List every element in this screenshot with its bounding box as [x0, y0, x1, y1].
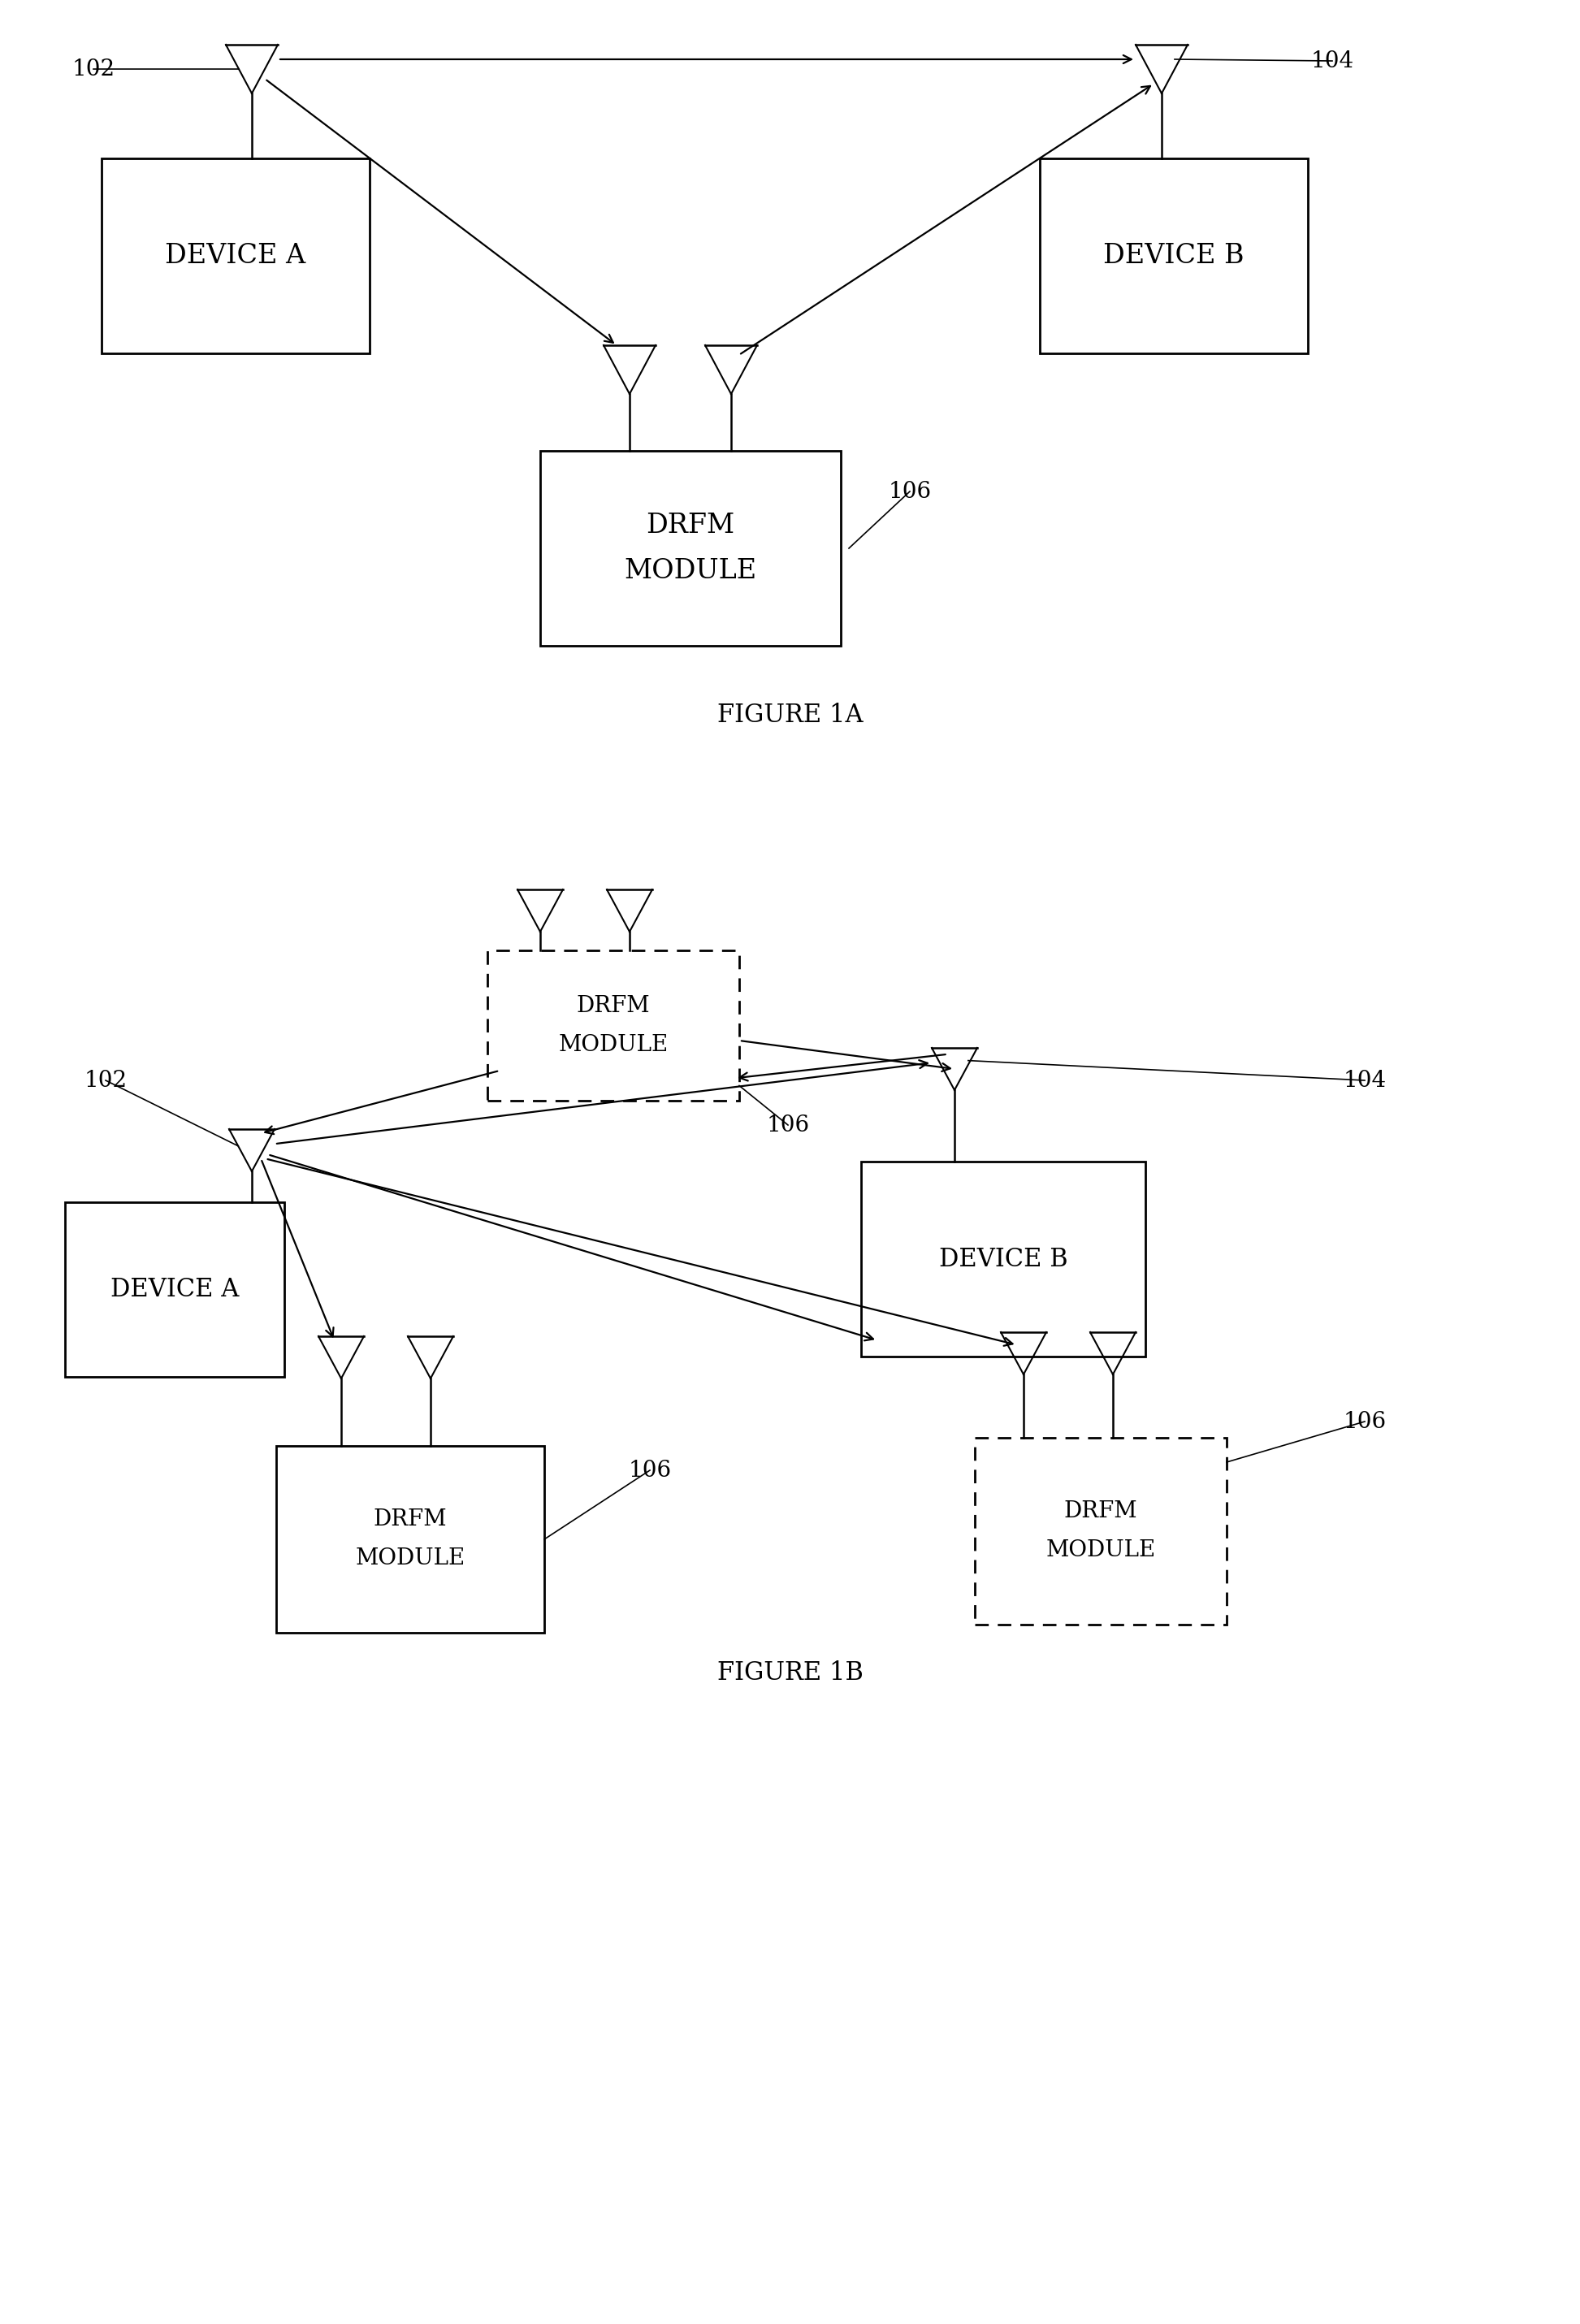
Bar	[1040, 158, 1308, 353]
Text: 104: 104	[1311, 49, 1354, 72]
Bar	[65, 1202, 284, 1376]
Text: 106: 106	[629, 1459, 672, 1480]
Text: 102: 102	[84, 1069, 126, 1092]
Bar	[975, 1439, 1226, 1624]
Bar	[861, 1162, 1146, 1357]
Bar	[276, 1446, 544, 1634]
Text: DRFM: DRFM	[577, 995, 649, 1018]
Text: 106: 106	[766, 1113, 809, 1136]
Text: DEVICE A: DEVICE A	[111, 1276, 239, 1301]
Text: MODULE: MODULE	[558, 1034, 668, 1055]
Text: DEVICE A: DEVICE A	[166, 244, 307, 270]
Text: FIGURE 1B: FIGURE 1B	[717, 1662, 863, 1685]
Text: 106: 106	[888, 481, 931, 502]
Text: MODULE: MODULE	[356, 1548, 465, 1569]
Bar	[540, 451, 841, 646]
Text: FIGURE 1A: FIGURE 1A	[717, 702, 863, 727]
Text: DRFM: DRFM	[646, 514, 735, 539]
Text: DRFM: DRFM	[373, 1508, 447, 1532]
Bar	[487, 951, 739, 1102]
Text: DEVICE B: DEVICE B	[939, 1246, 1068, 1271]
Text: 106: 106	[1343, 1411, 1386, 1432]
Text: 102: 102	[71, 58, 115, 79]
Text: DEVICE B: DEVICE B	[1103, 244, 1245, 270]
Text: DRFM: DRFM	[1063, 1501, 1138, 1522]
Bar	[101, 158, 370, 353]
Text: 104: 104	[1343, 1069, 1386, 1092]
Text: MODULE: MODULE	[1046, 1541, 1155, 1562]
Text: MODULE: MODULE	[624, 558, 757, 583]
